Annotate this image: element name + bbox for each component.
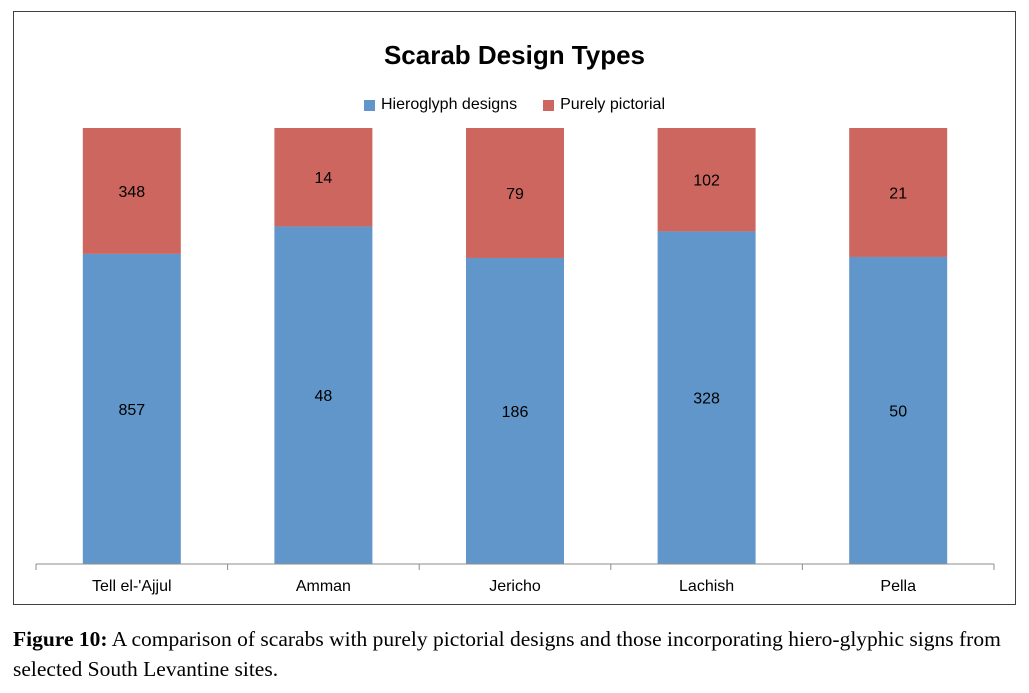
caption-text: A comparison of scarabs with purely pict… (13, 627, 1001, 681)
data-label-hieroglyph-3: 328 (693, 391, 720, 408)
x-tick-label-0: Tell el-'Ajjul (92, 578, 172, 595)
data-label-pictorial-1: 14 (315, 170, 333, 187)
bar-hieroglyph-0 (82, 253, 181, 565)
data-label-pictorial-2: 79 (506, 186, 524, 203)
plot-area: 857 348 Tell el-'Ajjul 48 14 Amman 186 79 Jerich… (35, 128, 995, 595)
data-label-pictorial-0: 348 (118, 184, 145, 201)
chart-title: Scarab Design Types (383, 40, 646, 70)
bar-pictorial-1 (274, 128, 373, 227)
bar-pictorial-4 (849, 128, 948, 257)
legend-label-pictorial: Purely pictorial (560, 96, 665, 113)
legend-swatch-hieroglyph (363, 99, 375, 111)
bar-hieroglyph-3 (657, 231, 756, 564)
chart-frame: Scarab Design Types Hieroglyph designs P… (13, 11, 1016, 605)
data-label-hieroglyph-4: 50 (889, 403, 907, 420)
legend-swatch-pictorial (543, 99, 555, 111)
data-label-pictorial-4: 21 (889, 185, 907, 202)
legend-label-hieroglyph: Hieroglyph designs (380, 96, 518, 113)
bar-hieroglyph-4 (849, 256, 948, 564)
figure-caption: Figure 10: A comparison of scarabs with … (13, 624, 1016, 684)
x-tick-label-3: Lachish (679, 578, 734, 595)
bar-pictorial-0 (82, 128, 181, 254)
bar-hieroglyph-2 (466, 257, 564, 564)
legend: Hieroglyph designs Purely pictorial (14, 96, 1015, 114)
data-label-hieroglyph-1: 48 (315, 388, 333, 405)
data-label-pictorial-3: 102 (693, 173, 720, 190)
legend-item-pictorial: Purely pictorial (543, 96, 665, 114)
x-tick-label-1: Amman (296, 578, 351, 595)
x-tick-label-2: Jericho (489, 578, 541, 595)
bar-pictorial-3 (657, 128, 756, 232)
x-tick-label-4: Pella (880, 578, 916, 595)
legend-item-hieroglyph: Hieroglyph designs (363, 96, 518, 114)
data-label-hieroglyph-0: 857 (118, 402, 145, 419)
data-label-hieroglyph-2: 186 (502, 404, 529, 421)
bar-pictorial-2 (466, 128, 564, 258)
bar-hieroglyph-1 (274, 226, 373, 565)
caption-label: Figure 10: (13, 627, 108, 651)
